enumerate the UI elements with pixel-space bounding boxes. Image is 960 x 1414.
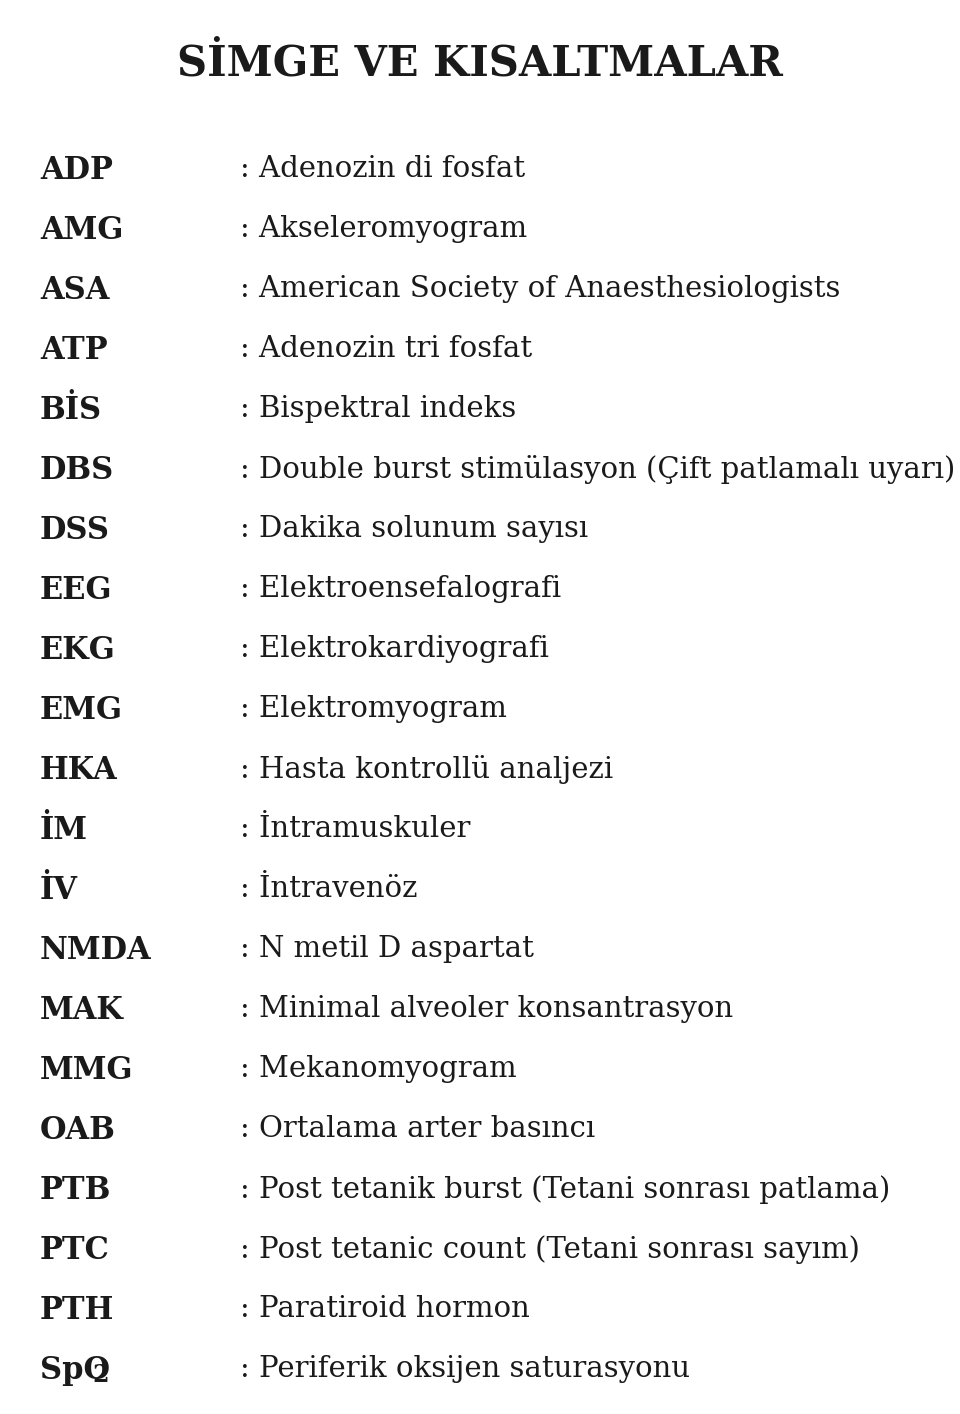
Text: : Double burst stimülasyon (Çift patlamalı uyarı): : Double burst stimülasyon (Çift patlama…	[240, 455, 955, 484]
Text: : İntravenöz: : İntravenöz	[240, 875, 418, 904]
Text: : İntramuskuler: : İntramuskuler	[240, 814, 470, 843]
Text: : Mekanomyogram: : Mekanomyogram	[240, 1055, 516, 1083]
Text: : Bispektral indeks: : Bispektral indeks	[240, 395, 516, 423]
Text: SpO: SpO	[40, 1355, 110, 1386]
Text: : Adenozin tri fosfat: : Adenozin tri fosfat	[240, 335, 532, 363]
Text: EMG: EMG	[40, 696, 123, 725]
Text: ASA: ASA	[40, 274, 109, 305]
Text: : Hasta kontrollü analjezi: : Hasta kontrollü analjezi	[240, 755, 613, 783]
Text: : N metil D aspartat: : N metil D aspartat	[240, 935, 534, 963]
Text: ADP: ADP	[40, 156, 113, 187]
Text: MMG: MMG	[40, 1055, 133, 1086]
Text: AMG: AMG	[40, 215, 124, 246]
Text: DSS: DSS	[40, 515, 110, 546]
Text: : Elektrokardiyografi: : Elektrokardiyografi	[240, 635, 549, 663]
Text: EEG: EEG	[40, 575, 112, 607]
Text: : Adenozin di fosfat: : Adenozin di fosfat	[240, 156, 525, 182]
Text: DBS: DBS	[40, 455, 114, 486]
Text: HKA: HKA	[40, 755, 118, 786]
Text: NMDA: NMDA	[40, 935, 152, 966]
Text: 2: 2	[92, 1363, 108, 1387]
Text: : Periferik oksijen saturasyonu: : Periferik oksijen saturasyonu	[240, 1355, 690, 1383]
Text: İM: İM	[40, 814, 88, 846]
Text: ATP: ATP	[40, 335, 108, 366]
Text: : Ortalama arter basıncı: : Ortalama arter basıncı	[240, 1116, 595, 1143]
Text: SİMGE VE KISALTMALAR: SİMGE VE KISALTMALAR	[177, 42, 783, 83]
Text: : Elektromyogram: : Elektromyogram	[240, 696, 507, 723]
Text: : Akseleromyogram: : Akseleromyogram	[240, 215, 527, 243]
Text: : Post tetanic count (Tetani sonrası sayım): : Post tetanic count (Tetani sonrası say…	[240, 1234, 860, 1264]
Text: : Paratiroid hormon: : Paratiroid hormon	[240, 1295, 530, 1324]
Text: OAB: OAB	[40, 1116, 116, 1145]
Text: EKG: EKG	[40, 635, 116, 666]
Text: : Dakika solunum sayısı: : Dakika solunum sayısı	[240, 515, 588, 543]
Text: BİS: BİS	[40, 395, 102, 426]
Text: PTB: PTB	[40, 1175, 111, 1206]
Text: : Post tetanik burst (Tetani sonrası patlama): : Post tetanik burst (Tetani sonrası pat…	[240, 1175, 890, 1203]
Text: İV: İV	[40, 875, 78, 906]
Text: MAK: MAK	[40, 995, 124, 1027]
Text: PTH: PTH	[40, 1295, 114, 1326]
Text: : Minimal alveoler konsantrasyon: : Minimal alveoler konsantrasyon	[240, 995, 733, 1022]
Text: : American Society of Anaesthesiologists: : American Society of Anaesthesiologists	[240, 274, 840, 303]
Text: : Elektroensefalografi: : Elektroensefalografi	[240, 575, 562, 602]
Text: PTC: PTC	[40, 1234, 109, 1266]
